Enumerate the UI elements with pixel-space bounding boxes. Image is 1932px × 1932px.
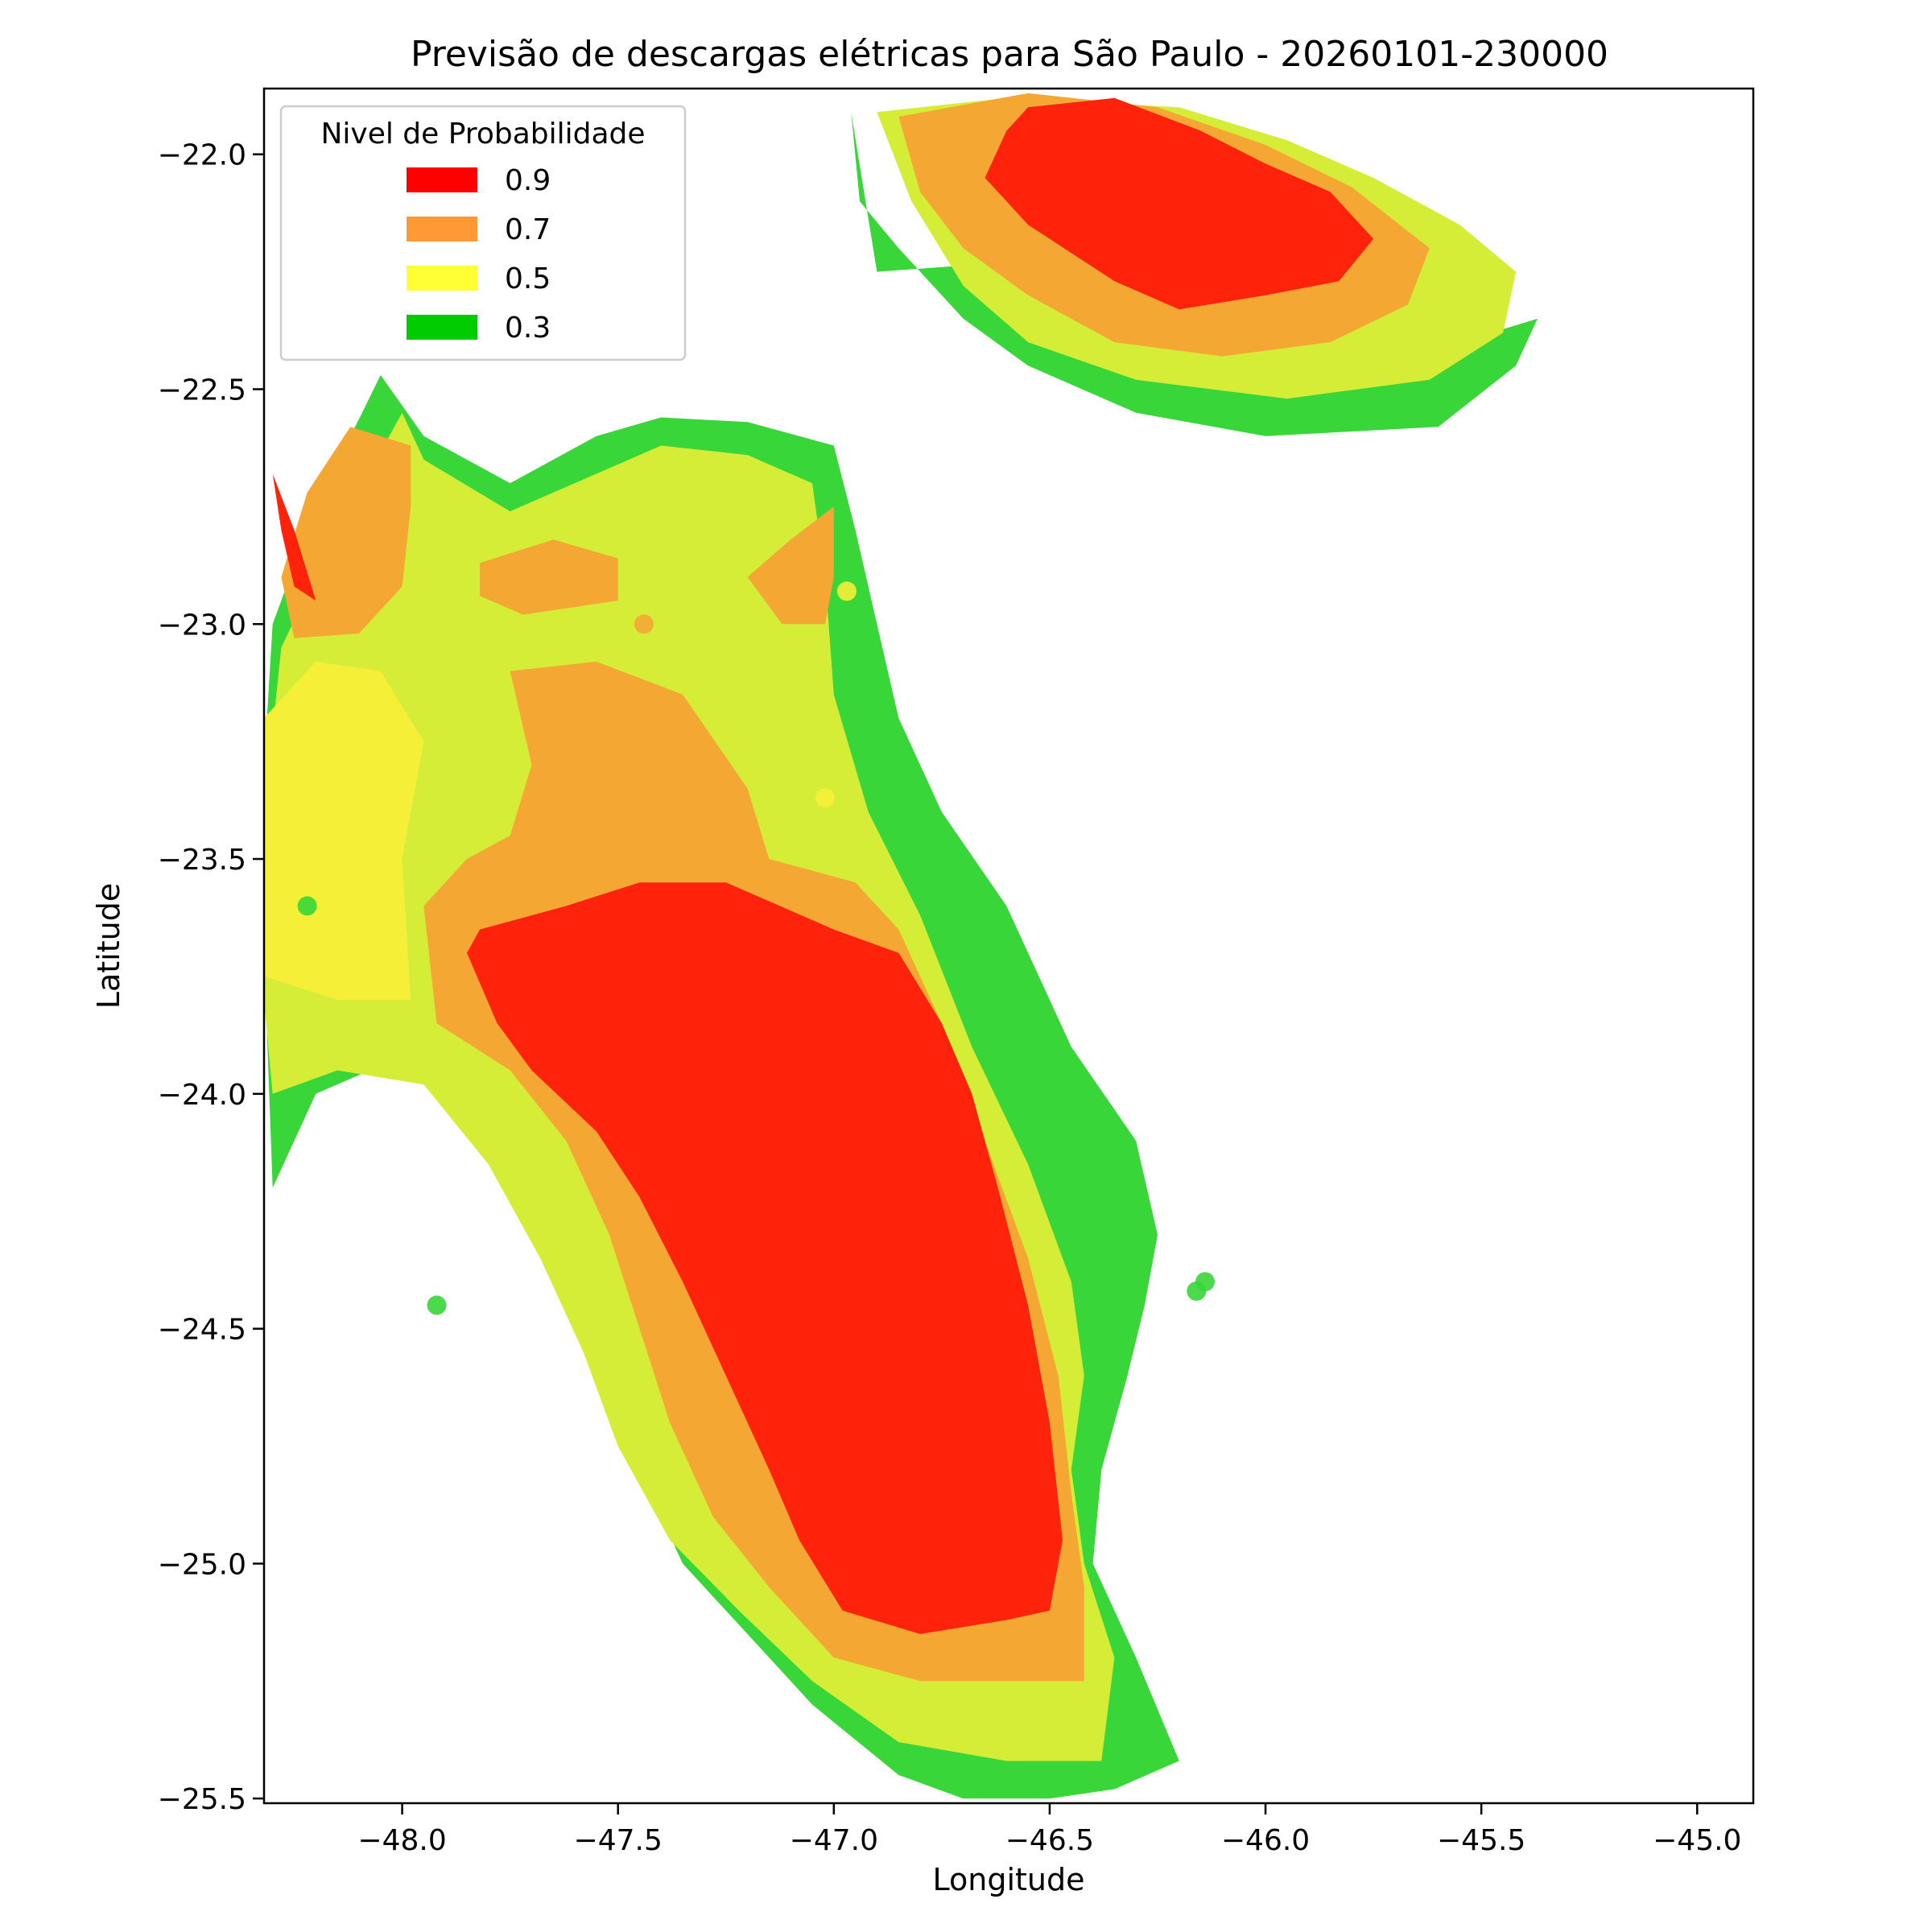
x-tick-label: −48.0: [357, 1824, 446, 1857]
legend-entries: 0.9 0.7 0.5 0.3: [407, 164, 551, 345]
y-tick-label: −22.5: [158, 374, 246, 407]
legend-title: Nivel de Probabilidade: [320, 118, 645, 151]
legend-swatch-07: [407, 217, 477, 242]
probability-region-07-7: [281, 427, 411, 638]
legend-swatch-09: [407, 167, 477, 192]
x-tick-label: −47.5: [574, 1824, 663, 1857]
probability-point-3: [1195, 1272, 1215, 1292]
y-axis: −22.0 −22.5 −23.0 −23.5 −24.0 −24.5 −25.0 −25.5: [158, 139, 264, 1816]
x-axis: −48.0 −47.5 −47.0 −46.5 −46.0 −45.5 −45.0: [357, 1803, 1741, 1857]
y-tick-label: −24.5: [158, 1314, 246, 1347]
chart-title: Previsão de descargas elétricas para São…: [411, 34, 1608, 75]
y-tick-label: −25.5: [158, 1783, 246, 1816]
x-tick-label: −46.0: [1221, 1824, 1310, 1857]
legend-label: 0.9: [505, 164, 551, 197]
probability-region-09-3: [985, 97, 1374, 310]
probability-region-07-8: [480, 539, 618, 615]
map-layer: [264, 93, 1538, 1799]
probability-point-4: [634, 614, 654, 634]
x-axis-label: Longitude: [933, 1862, 1085, 1897]
probability-region-09-12: [467, 882, 1063, 1634]
y-tick-label: −23.0: [158, 609, 246, 642]
legend: Nivel de Probabilidade 0.9 0.7 0.5 0.3: [279, 105, 687, 361]
probability-point-6: [836, 581, 857, 601]
probability-region-07-9: [747, 506, 834, 625]
y-tick-label: −25.0: [158, 1548, 246, 1581]
legend-label: 0.5: [505, 262, 551, 295]
plot-frame: [262, 87, 1755, 1805]
probability-region-05-6: [264, 661, 424, 1001]
legend-box: [279, 105, 687, 361]
probability-point-0: [297, 896, 317, 916]
legend-label: 0.3: [505, 312, 551, 345]
y-tick-label: −22.0: [158, 139, 246, 172]
y-tick-label: −24.0: [158, 1079, 246, 1112]
legend-label: 0.7: [505, 213, 551, 246]
y-tick-label: −23.5: [158, 844, 246, 877]
y-axis-label: Latitude: [91, 883, 126, 1009]
legend-swatch-05: [407, 266, 477, 291]
probability-region-09-11: [272, 473, 316, 601]
probability-point-5: [565, 778, 585, 799]
probability-point-1: [427, 1295, 447, 1315]
legend-swatch-03: [407, 315, 477, 340]
x-tick-label: −46.5: [1005, 1824, 1094, 1857]
x-tick-label: −45.0: [1653, 1824, 1741, 1857]
probability-point-7: [815, 788, 836, 808]
x-tick-label: −45.5: [1437, 1824, 1525, 1857]
x-tick-label: −47.0: [790, 1824, 878, 1857]
